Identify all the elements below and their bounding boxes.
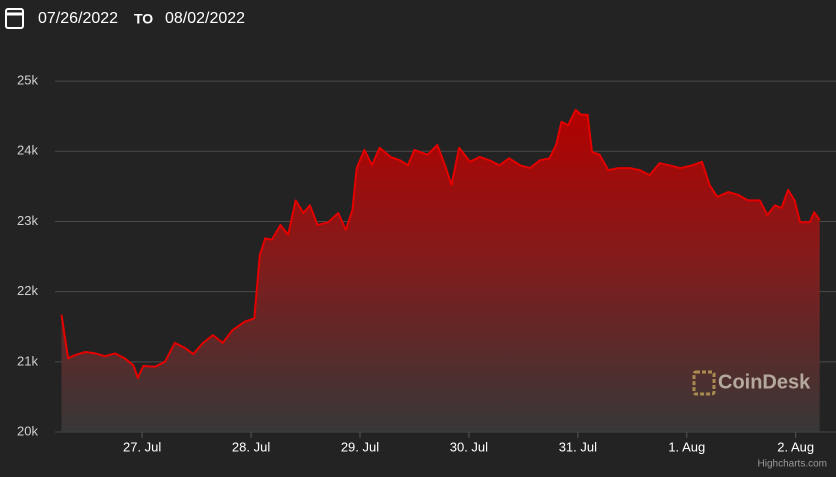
date-range[interactable]: 07/26/2022 TO 08/02/2022 — [5, 8, 245, 29]
x-tick-label: 29. Jul — [341, 439, 379, 454]
x-tick-label: 2. Aug — [777, 439, 814, 454]
x-tick-label: 1. Aug — [668, 439, 705, 454]
date-separator: TO — [134, 11, 153, 27]
watermark-text: CoinDesk — [718, 371, 811, 393]
calendar-icon[interactable] — [5, 8, 24, 29]
y-tick-label: 22k — [17, 283, 38, 298]
price-area — [61, 109, 820, 433]
y-tick-label: 21k — [17, 353, 38, 368]
y-tick-label: 23k — [17, 213, 38, 228]
x-tick-label: 30. Jul — [450, 439, 488, 454]
y-tick-label: 24k — [17, 143, 38, 158]
credits[interactable]: Highcharts.com — [758, 459, 827, 470]
start-date[interactable]: 07/26/2022 — [38, 10, 118, 27]
watermark: CoinDesk — [692, 370, 811, 396]
x-tick-label: 28. Jul — [232, 439, 270, 454]
price-line — [60, 108, 821, 379]
y-tick-label: 20k — [17, 423, 38, 438]
plot-area: 20k 21k 22k 23k 24k 25k 27. Jul 28. Jul 29. Jul 3… — [17, 73, 836, 454]
x-tick-label: 27. Jul — [123, 439, 161, 454]
end-date[interactable]: 08/02/2022 — [165, 10, 245, 27]
y-tick-label: 25k — [17, 73, 38, 88]
x-tick-label: 31. Jul — [559, 439, 597, 454]
watermark-logo — [692, 370, 716, 396]
